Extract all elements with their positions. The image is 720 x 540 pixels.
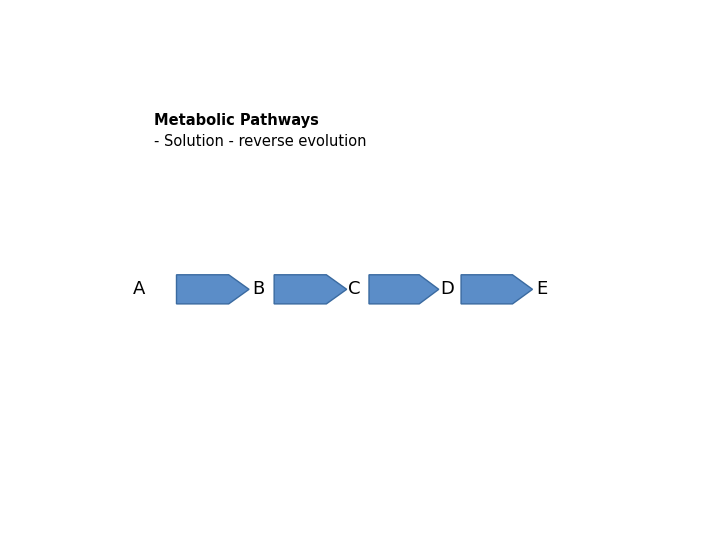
- Text: D: D: [441, 280, 454, 298]
- Text: Metabolic Pathways: Metabolic Pathways: [154, 113, 319, 129]
- Text: E: E: [536, 280, 548, 298]
- Polygon shape: [369, 275, 438, 304]
- Polygon shape: [176, 275, 249, 304]
- Polygon shape: [461, 275, 533, 304]
- Text: C: C: [348, 280, 361, 298]
- Text: B: B: [253, 280, 265, 298]
- Text: - Solution - reverse evolution: - Solution - reverse evolution: [154, 134, 366, 149]
- Polygon shape: [274, 275, 347, 304]
- Text: A: A: [133, 280, 145, 298]
